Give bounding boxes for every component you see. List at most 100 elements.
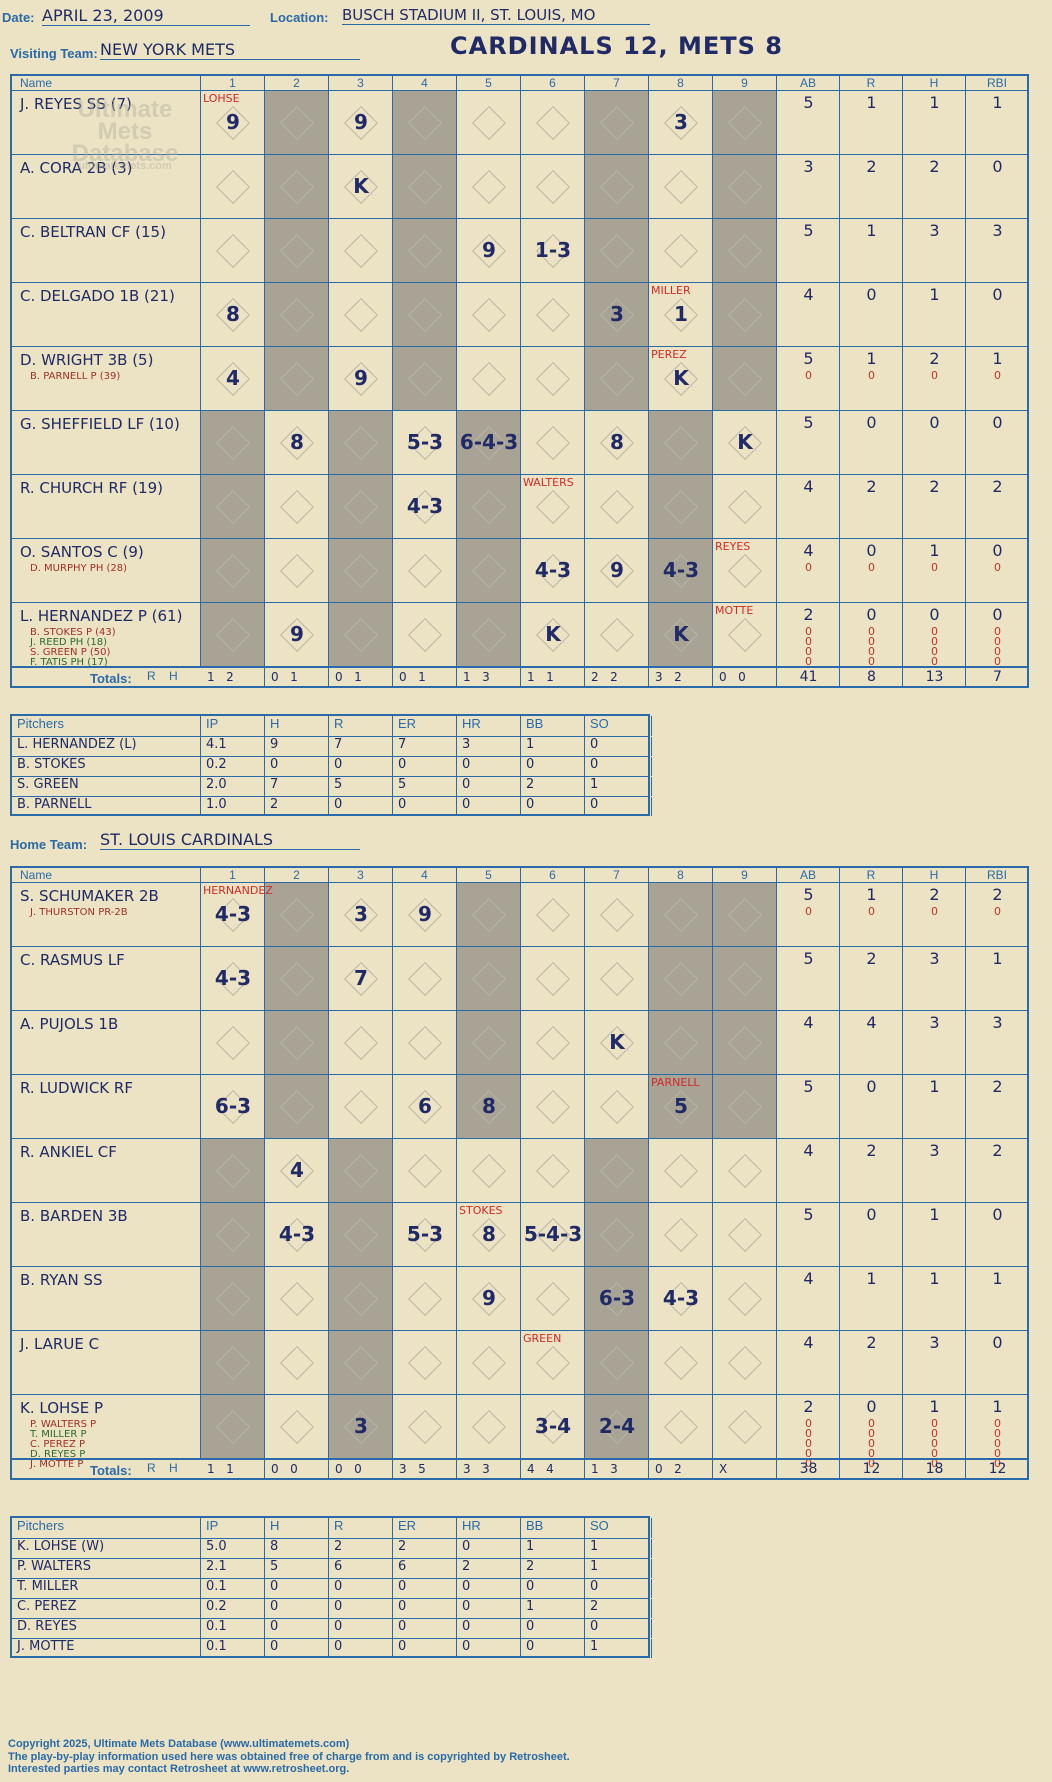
- pitcher-header-cell: BB: [521, 1518, 585, 1538]
- pitcher-change-note: STOKES: [459, 1204, 503, 1217]
- batter-name: C. RASMUS LF: [20, 951, 125, 969]
- inning-cell: [713, 91, 777, 154]
- inning-cell: K: [521, 603, 585, 666]
- stat-value: 0: [992, 157, 1003, 176]
- inning-cell: [585, 219, 649, 282]
- pitcher-cell: 2.0: [201, 777, 265, 796]
- column-header-stat: H: [903, 76, 966, 90]
- pitcher-cell: B. STOKES: [12, 757, 201, 776]
- stat-cell: 0: [903, 411, 966, 474]
- total-value: 13: [925, 669, 944, 685]
- totals-rh-label: R H: [147, 669, 178, 683]
- inning-total-value: 4 4: [527, 1462, 554, 1476]
- batter-row: A. PUJOLS 1B K 4 4 3 3: [12, 1010, 1029, 1074]
- stat-value: 0: [992, 605, 1003, 624]
- stat-cell: 5: [777, 1075, 840, 1138]
- inning-cell: 5: [649, 1075, 713, 1138]
- stat-cell: 3: [903, 1011, 966, 1074]
- diamond-icon: [536, 170, 570, 204]
- batter-row: L. HERNANDEZ P (61) B. STOKES P (43) J. RE…: [12, 602, 1029, 668]
- diamond-icon: [600, 618, 634, 652]
- inning-cell: 9: [393, 883, 457, 946]
- pitcher-header-cell: SO: [585, 716, 652, 736]
- batter-name-cell: J. LARUE C: [12, 1331, 201, 1394]
- pitcher-cell: C. PEREZ: [12, 1599, 201, 1618]
- diamond-icon: [408, 362, 442, 396]
- pitcher-cell: 2: [329, 1539, 393, 1558]
- column-header-stat: RBI: [966, 868, 1029, 882]
- stat-cell: 4: [777, 283, 840, 346]
- diamond-icon: [472, 1154, 506, 1188]
- pitcher-change-note: WALTERS: [523, 476, 574, 489]
- inning-cell: [649, 1395, 713, 1458]
- stat-value: 2: [803, 1397, 814, 1416]
- stat-value: 5: [803, 349, 814, 368]
- inning-cell: [201, 475, 265, 538]
- stat-value: 4: [866, 1013, 877, 1032]
- diamond-icon: [472, 618, 506, 652]
- stat-cell: 1: [840, 1267, 903, 1330]
- diamond-icon: [664, 234, 698, 268]
- inning-cell: [585, 1139, 649, 1202]
- stat-cell: 2: [840, 475, 903, 538]
- inning-cell: [585, 1203, 649, 1266]
- inning-cell: 4-3: [649, 539, 713, 602]
- inning-cell: [521, 411, 585, 474]
- substitute-name: J. REED PH (18): [30, 637, 108, 648]
- stat-value: 0: [866, 1205, 877, 1224]
- inning-cell: 4-3: [649, 1267, 713, 1330]
- diamond-icon: [408, 170, 442, 204]
- pitcher-cell: J. MOTTE: [12, 1639, 201, 1658]
- inning-cell: [713, 283, 777, 346]
- diamond-icon: [664, 1026, 698, 1060]
- batter-name: O. SANTOS C (9): [20, 543, 144, 561]
- diamond-icon: [728, 1154, 762, 1188]
- diamond-icon: [664, 1410, 698, 1444]
- pitcher-header-cell: IP: [201, 716, 265, 736]
- inning-cell: [585, 1075, 649, 1138]
- play-result: K: [673, 622, 689, 646]
- inning-cell: [265, 1075, 329, 1138]
- inning-cell: [649, 1011, 713, 1074]
- inning-cell: [713, 1075, 777, 1138]
- visiting-scorecard: Name 1 2 3 4 5 6 7 8 9 AB R H RBI J. REYES SS (7) 9 9 3 5 1…: [10, 74, 1029, 688]
- totals-row: Totals: R H 1 2 0 1 0 1 0 1 1 3 1 1 2 2 3 2 0 0 41 8…: [12, 666, 1029, 688]
- inning-cell: [713, 347, 777, 410]
- pitcher-row: B. PARNELL 1.0 2 0 0 0 0 0: [12, 796, 652, 816]
- footer-contact: Interested parties may contact Retroshee…: [8, 1763, 350, 1775]
- sub-stat-value: 0: [805, 655, 812, 668]
- pitcher-cell: 1: [521, 1539, 585, 1558]
- sub-stat-value: 0: [868, 369, 875, 382]
- diamond-icon: [728, 298, 762, 332]
- play-result: 6-3: [598, 1286, 636, 1310]
- pitcher-header-cell: IP: [201, 1518, 265, 1538]
- stat-value: 0: [866, 1077, 877, 1096]
- play-result: 7: [354, 966, 368, 990]
- inning-cell: [713, 1011, 777, 1074]
- play-result: K: [353, 174, 369, 198]
- batter-row: R. CHURCH RF (19) 4-3 4 2 2 2: [12, 474, 1029, 538]
- inning-cell: 4-3: [521, 539, 585, 602]
- inning-cell: [457, 347, 521, 410]
- inning-cell: [521, 91, 585, 154]
- diamond-icon: [664, 1346, 698, 1380]
- sub-stat-value: 0: [994, 1457, 1001, 1470]
- inning-cell: [585, 883, 649, 946]
- inning-total-value: 1 3: [591, 1462, 618, 1476]
- sub-stat-value: 0: [805, 905, 812, 918]
- diamond-icon: [344, 1346, 378, 1380]
- diamond-icon: [536, 1346, 570, 1380]
- sub-stat-value: 0: [994, 645, 1001, 658]
- play-result: 2-4: [598, 1414, 636, 1438]
- pitcher-cell: 0: [585, 737, 652, 756]
- stat-value: 2: [929, 477, 940, 496]
- pitcher-cell: 5: [265, 1559, 329, 1578]
- batter-row: R. ANKIEL CF 4 4 2 3 2: [12, 1138, 1029, 1202]
- diamond-icon: [472, 490, 506, 524]
- inning-cell: [713, 1267, 777, 1330]
- inning-total: 1 3: [585, 1460, 649, 1480]
- sub-stat-value: 0: [931, 635, 938, 648]
